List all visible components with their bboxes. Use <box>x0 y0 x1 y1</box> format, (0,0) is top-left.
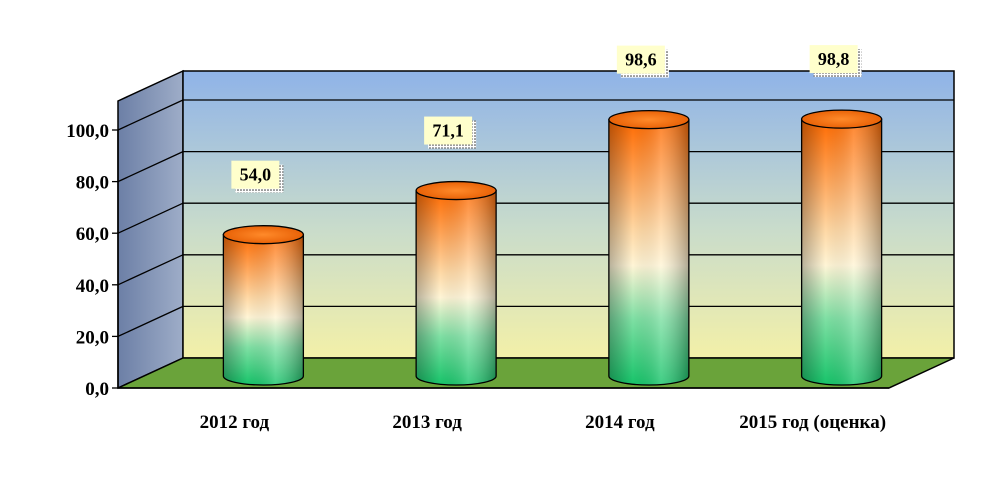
x-category-label: 2014 год <box>585 412 655 433</box>
data-label: 98,6 <box>616 45 669 78</box>
y-tick-label: 60,0 <box>76 224 109 245</box>
bar <box>415 180 497 386</box>
gridline-side <box>117 305 184 337</box>
x-axis-labels: 2012 год 2013 год 2014 год 2015 год (оценка… <box>200 412 886 433</box>
svg-text:54,0: 54,0 <box>240 165 272 185</box>
x-category-label: 2015 год (оценка) <box>739 412 886 433</box>
y-axis-ticks: 0,0 20,0 40,0 60,0 80,0 100,0 <box>66 121 889 400</box>
gridline-side <box>117 151 184 183</box>
svg-text:71,1: 71,1 <box>432 121 464 141</box>
bar <box>800 109 883 386</box>
gridline-side <box>117 254 184 286</box>
data-label: 71,1 <box>424 116 477 149</box>
gridline-side <box>117 202 184 234</box>
gridline-side <box>117 99 184 131</box>
bars: 54,0 71,1 98,6 98,8 <box>222 45 883 386</box>
bar <box>222 225 305 386</box>
y-tick-label: 0,0 <box>85 379 109 400</box>
x-category-label: 2012 год <box>200 412 270 433</box>
svg-text:98,6: 98,6 <box>625 50 657 70</box>
y-tick-label: 20,0 <box>76 327 109 348</box>
x-category-label: 2013 год <box>392 412 462 433</box>
data-label: 98,8 <box>809 45 862 78</box>
y-tick-label: 40,0 <box>76 276 109 297</box>
y-tick-label: 100,0 <box>66 121 109 142</box>
svg-text:98,8: 98,8 <box>818 49 850 69</box>
y-tick-label: 80,0 <box>76 173 109 194</box>
bar <box>608 109 690 386</box>
side-wall <box>117 69 184 390</box>
data-label: 54,0 <box>231 160 284 193</box>
